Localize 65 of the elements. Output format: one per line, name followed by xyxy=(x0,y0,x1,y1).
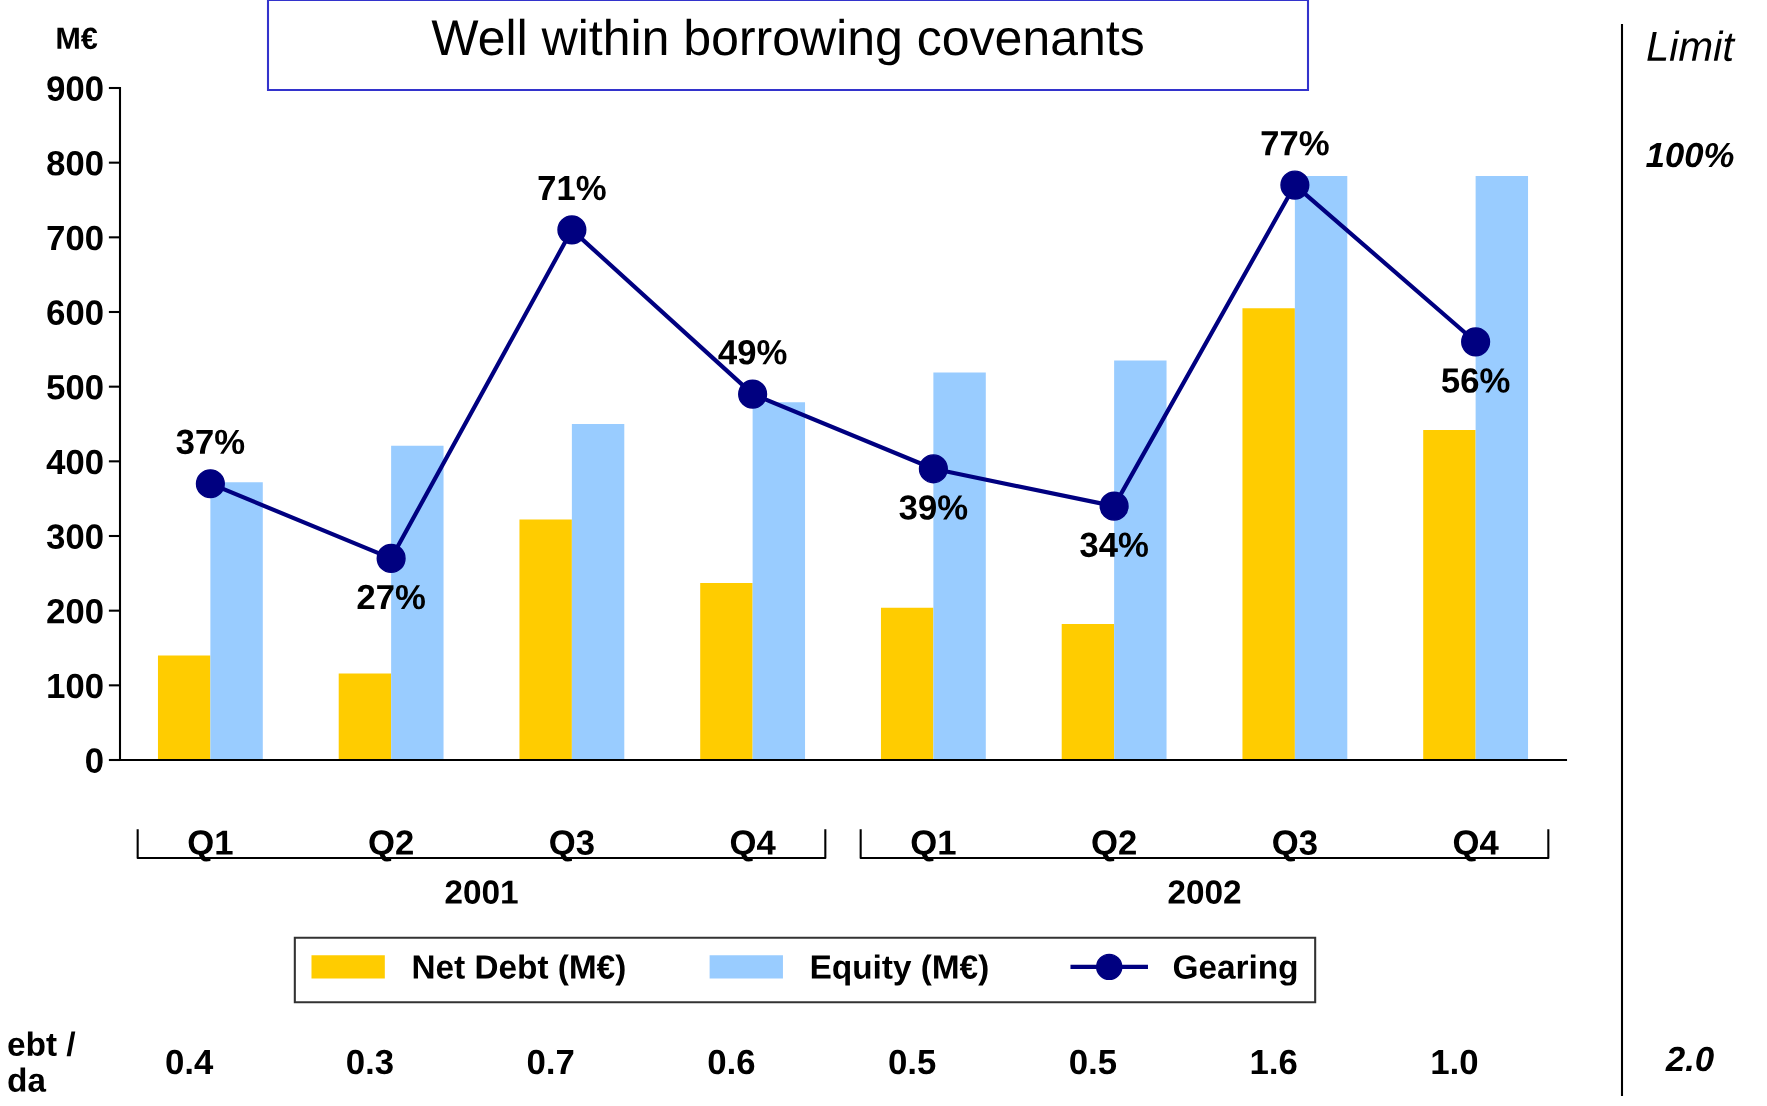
text: 2001 xyxy=(445,880,518,904)
text: 0.7 xyxy=(527,1049,574,1075)
x-tick-label: Q2 xyxy=(1092,830,1136,862)
text: 2.0 xyxy=(1665,1046,1714,1072)
data-label: 71% xyxy=(538,175,606,201)
data-label: 34% xyxy=(1080,532,1148,558)
legend-label: Net Debt (M€) xyxy=(413,954,625,986)
point xyxy=(1280,170,1310,200)
point xyxy=(918,454,948,484)
point xyxy=(1099,491,1129,521)
text: 0.4 xyxy=(166,1049,214,1075)
y-tick-label: 900 xyxy=(47,76,103,101)
text: 0.5 xyxy=(1070,1049,1117,1075)
y-tick-label: 300 xyxy=(46,524,103,549)
y-tick-label: 600 xyxy=(47,300,103,325)
bar xyxy=(571,424,625,760)
text: 100% xyxy=(1646,142,1734,168)
bar xyxy=(210,482,263,760)
y-tick-label: 700 xyxy=(47,225,103,251)
text: 2002 xyxy=(1168,880,1241,904)
y-tick-label: 100 xyxy=(48,673,103,699)
text: Limit xyxy=(1647,30,1736,62)
text: ebt / da xyxy=(8,1031,76,1092)
data-label: 49% xyxy=(718,339,787,365)
x-tick-label: Q3 xyxy=(550,830,594,862)
bar xyxy=(1423,429,1476,760)
text: 1.0 xyxy=(1432,1049,1478,1075)
x-tick-label: Q3 xyxy=(1273,830,1317,862)
data-label: 27% xyxy=(357,584,425,610)
bar xyxy=(752,402,806,760)
x-tick-label: Q1 xyxy=(188,830,233,862)
bar xyxy=(700,583,753,760)
x-tick-label: Q1 xyxy=(911,830,956,862)
y-tick-label: 200 xyxy=(47,599,103,624)
y-tick-label: 400 xyxy=(46,449,103,475)
point xyxy=(195,469,225,499)
bar xyxy=(519,519,572,760)
y-tick-label: 0 xyxy=(86,748,103,773)
point xyxy=(376,543,406,573)
legend-label: Gearing xyxy=(1173,954,1297,986)
x-tick-label: Q2 xyxy=(369,830,413,862)
bar xyxy=(1294,176,1348,760)
x-tick-label: Q4 xyxy=(730,830,776,862)
point xyxy=(738,379,768,409)
x-tick-label: Q4 xyxy=(1453,830,1499,862)
bar xyxy=(1061,624,1115,760)
bar xyxy=(157,655,211,760)
point xyxy=(1461,327,1491,357)
point xyxy=(557,215,587,245)
bar xyxy=(338,673,392,760)
data-label: 56% xyxy=(1441,368,1510,393)
data-label: 39% xyxy=(899,495,968,520)
text: 0.5 xyxy=(889,1049,936,1075)
y-tick-label: 500 xyxy=(47,375,103,400)
text: 0.6 xyxy=(708,1049,755,1075)
bar xyxy=(880,607,934,760)
bar xyxy=(1242,308,1295,760)
y-tick-label: 800 xyxy=(47,151,103,176)
legend-label: Equity (M€) xyxy=(811,954,988,986)
data-label: 77% xyxy=(1261,131,1329,156)
text: 0.3 xyxy=(347,1049,393,1075)
chart-title: Well within borrowing covenants xyxy=(431,18,1143,66)
data-label: 37% xyxy=(176,429,245,455)
text: 1.6 xyxy=(1251,1049,1297,1075)
y-axis-title: M€ xyxy=(57,27,98,50)
